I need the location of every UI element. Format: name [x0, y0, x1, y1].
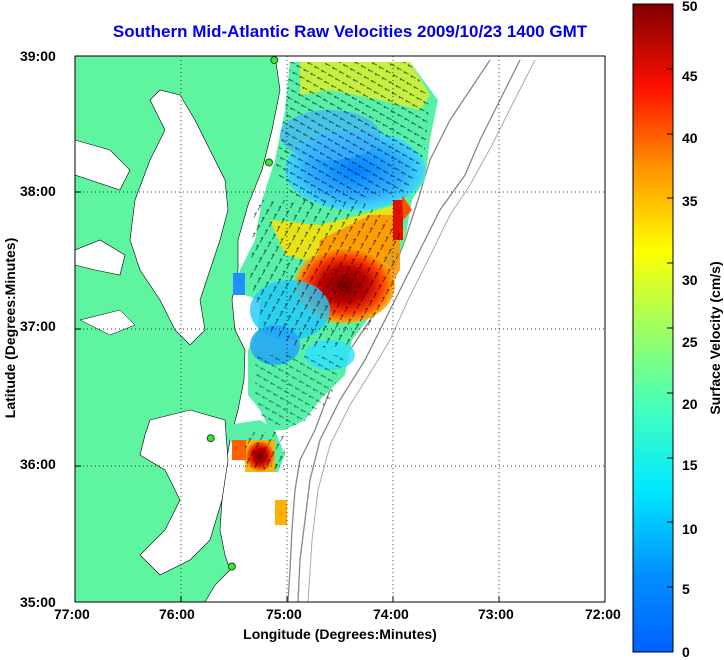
x-tick-label: 75:00: [266, 606, 302, 622]
map-grid: [75, 56, 605, 602]
colorbar-tick: 45: [682, 68, 698, 84]
colorbar-tick: 15: [682, 457, 698, 473]
y-tick-label: 37:00: [20, 318, 56, 334]
colorbar-tick: 25: [682, 334, 698, 350]
chesapeake-bay: [129, 89, 229, 346]
radar-sites: [206, 56, 279, 571]
y-tick-label: 35:00: [20, 594, 56, 610]
x-tick-label: 74:00: [373, 606, 409, 622]
radar-site-marker: [206, 434, 215, 443]
radar-site-marker: [227, 562, 236, 571]
colorbar-tick: 35: [682, 193, 698, 209]
colorbar-tick: 20: [682, 396, 698, 412]
x-tick-label: 72:00: [585, 606, 621, 622]
y-tick-label: 38:00: [20, 183, 56, 199]
colorbar: [632, 3, 674, 653]
colorbar-ticks: [667, 68, 673, 588]
y-tick-label: 36:00: [20, 456, 56, 472]
x-tick-label: 76:00: [159, 606, 195, 622]
radar-site-marker: [264, 158, 273, 167]
colorbar-tick: 0: [682, 644, 690, 660]
colorbar-tick: 30: [682, 272, 698, 288]
colorbar-tick: 50: [682, 0, 698, 14]
x-axis-label: Longitude (Degrees:Minutes): [243, 626, 437, 642]
map-title: Southern Mid-Atlantic Raw Velocities 200…: [112, 22, 588, 41]
x-tick-label: 73:00: [478, 606, 514, 622]
pamlico-sound: [139, 409, 229, 576]
radar-site-marker: [270, 56, 279, 65]
colorbar-tick: 10: [682, 521, 698, 537]
colorbar-tick: 5: [682, 581, 690, 597]
x-tick-label: 77:00: [54, 606, 90, 622]
y-tick-label: 39:00: [20, 48, 56, 64]
colorbar-tick: 40: [682, 130, 698, 146]
